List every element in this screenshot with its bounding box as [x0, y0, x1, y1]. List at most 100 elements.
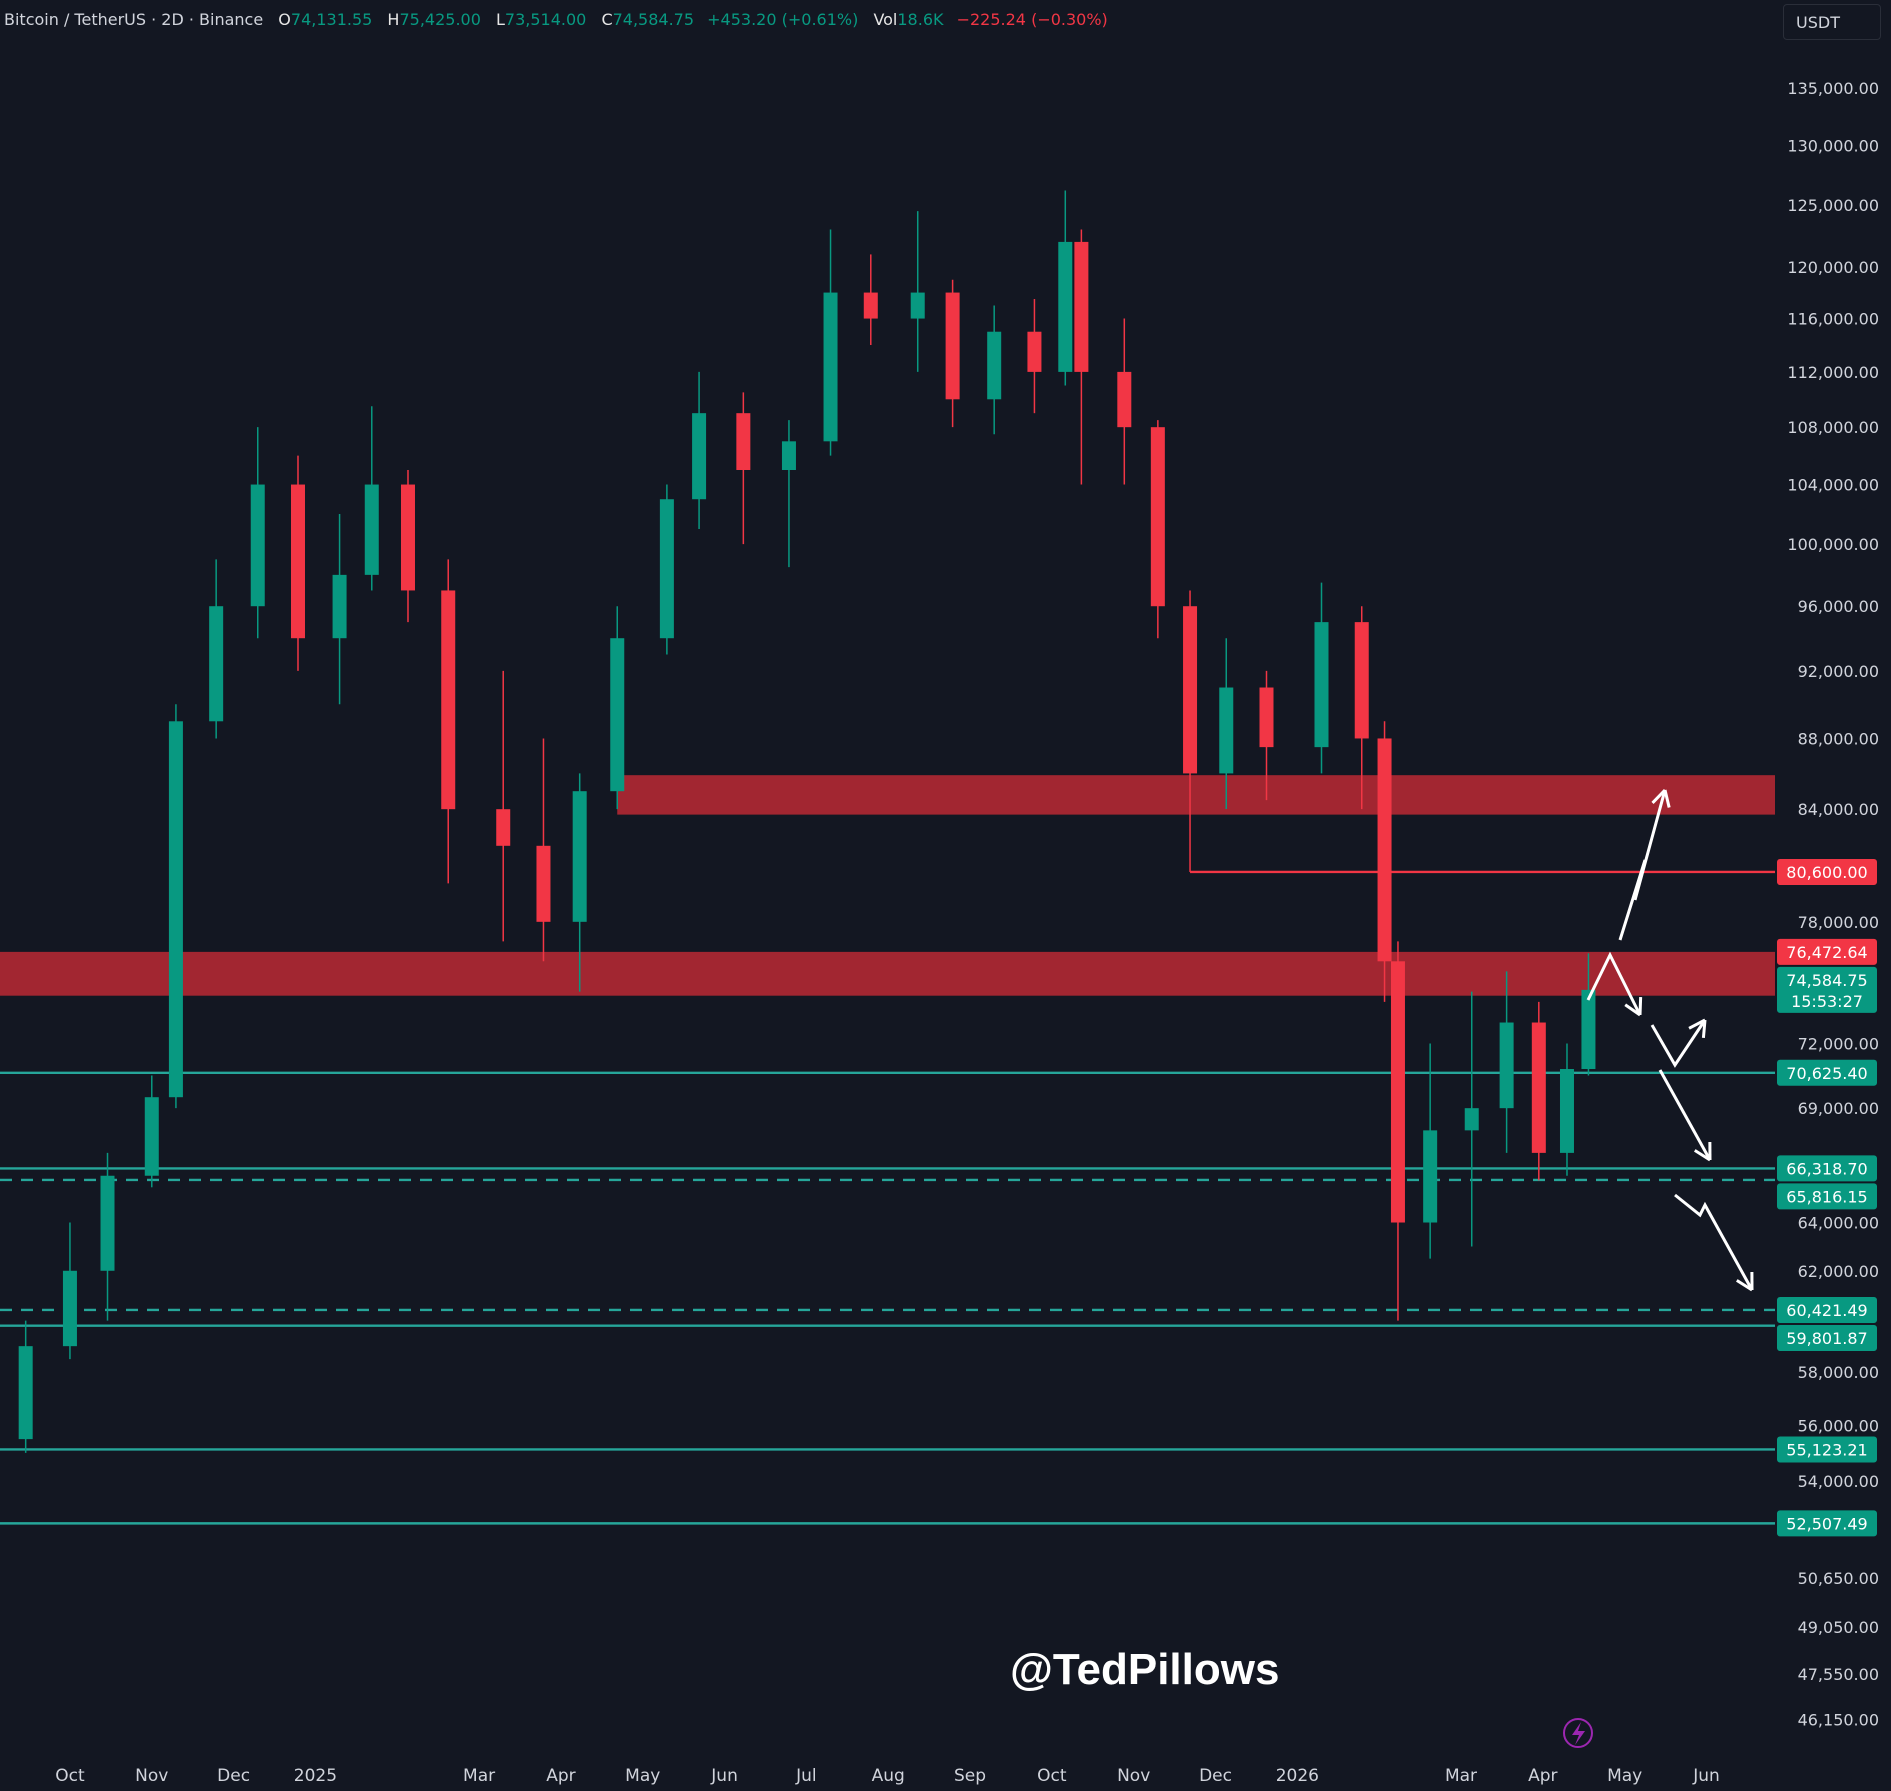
candle-body	[823, 292, 838, 442]
projection-arrow	[1658, 1069, 1712, 1161]
arrow-head	[1624, 1003, 1641, 1017]
candle-body	[736, 413, 751, 470]
candle-body	[168, 721, 183, 1098]
time-tick: Mar	[1445, 1766, 1477, 1786]
price-tick: 96,000.00	[1798, 597, 1879, 616]
price-label	[1777, 1296, 1877, 1323]
arrow-head	[1651, 788, 1667, 805]
price-tick: 78,000.00	[1798, 913, 1879, 932]
price-tick: 56,000.00	[1798, 1416, 1879, 1435]
price-label-text: 76,472.64	[1786, 943, 1867, 962]
symbol-title: Bitcoin / TetherUS · 2D · Binance	[4, 10, 264, 29]
price-label-text: 65,816.15	[1786, 1187, 1867, 1206]
change-value: +453.20 (+0.61%)	[707, 10, 859, 29]
price-label	[1777, 966, 1877, 1013]
price-tick: 46,150.00	[1798, 1711, 1879, 1730]
time-tick: Oct	[1037, 1766, 1067, 1786]
candle-body	[1027, 331, 1042, 372]
candle-body	[100, 1175, 115, 1271]
price-tick: 62,000.00	[1798, 1262, 1879, 1281]
high-label: H	[387, 10, 400, 29]
countdown: 15:53:27	[1791, 992, 1863, 1011]
price-tick: 64,000.00	[1798, 1214, 1879, 1233]
time-tick: Apr	[546, 1766, 575, 1786]
open-value: 74,131.55	[290, 10, 373, 29]
resistance-zone	[0, 951, 1775, 996]
candle-body	[1150, 427, 1165, 607]
price-tick: 92,000.00	[1798, 662, 1879, 681]
candle-body	[290, 484, 305, 639]
symbol-header: Bitcoin / TetherUS · 2D · Binance O74,13…	[4, 10, 1108, 29]
price-tick: 108,000.00	[1787, 418, 1879, 437]
time-tick: Mar	[463, 1766, 495, 1786]
price-tick: 88,000.00	[1798, 729, 1879, 748]
time-tick: Aug	[872, 1766, 905, 1786]
currency-button[interactable]: USDT	[1783, 4, 1881, 40]
projection-arrow	[1674, 1193, 1754, 1291]
time-tick: Dec	[217, 1766, 250, 1786]
price-label	[1777, 938, 1877, 965]
close-label: C	[601, 10, 613, 29]
candle-body	[209, 606, 224, 722]
price-label	[1777, 1183, 1877, 1210]
price-tick: 58,000.00	[1798, 1363, 1879, 1382]
projection-arrow	[1586, 951, 1642, 1016]
candle-body	[1259, 687, 1274, 748]
candle-body	[1219, 687, 1234, 774]
candle-body	[1531, 1022, 1546, 1153]
arrow-head	[1688, 1018, 1706, 1030]
price-label	[1777, 1155, 1877, 1182]
candle-body	[572, 791, 587, 922]
candle-body	[910, 292, 925, 319]
candle-body	[496, 809, 511, 846]
arrow-head	[1638, 996, 1643, 1016]
projection-arrow	[1650, 1019, 1707, 1068]
time-tick: Sep	[954, 1766, 986, 1786]
price-label	[1777, 1436, 1877, 1463]
candle-body	[1354, 622, 1369, 739]
candle-body	[1314, 622, 1329, 748]
open-label: O	[278, 10, 291, 29]
high-value: 75,425.00	[399, 10, 481, 29]
time-tick: Apr	[1528, 1766, 1557, 1786]
candle-body	[18, 1346, 33, 1440]
candle-body	[400, 484, 415, 591]
candle-body	[1183, 606, 1198, 774]
low-value: 73,514.00	[504, 10, 587, 29]
price-tick: 49,050.00	[1798, 1618, 1879, 1637]
price-label	[1777, 1510, 1877, 1537]
lightning-icon	[1572, 1722, 1585, 1745]
candle-body	[692, 413, 707, 500]
volume-change: −225.24 (−0.30%)	[956, 10, 1108, 29]
price-label-text: 55,123.21	[1786, 1440, 1867, 1459]
candle-body	[945, 292, 960, 400]
price-label	[1777, 1324, 1877, 1351]
candle-body	[1464, 1108, 1479, 1131]
time-tick: 2026	[1276, 1766, 1319, 1786]
price-label-text: 59,801.87	[1786, 1329, 1867, 1348]
low-label: L	[495, 10, 505, 29]
price-label-text: 52,507.49	[1786, 1514, 1867, 1533]
candle-body	[1377, 738, 1392, 962]
price-tick: 54,000.00	[1798, 1472, 1879, 1491]
candle-body	[364, 484, 379, 575]
candle-body	[987, 331, 1002, 400]
price-label-text: 60,421.49	[1786, 1301, 1867, 1320]
time-tick: Jun	[710, 1766, 738, 1786]
candle-body	[1117, 371, 1132, 428]
candle-body	[781, 441, 796, 470]
price-tick: 100,000.00	[1787, 535, 1879, 554]
price-tick: 135,000.00	[1787, 79, 1879, 98]
watermark: @TedPillows	[1010, 1645, 1280, 1694]
candle-body	[1499, 1022, 1514, 1109]
time-tick: Jun	[1692, 1766, 1720, 1786]
candle-body	[1559, 1069, 1574, 1153]
candle-body	[536, 845, 551, 922]
arrow-head	[1693, 1149, 1711, 1162]
time-tick: Nov	[135, 1766, 168, 1786]
time-tick: Jul	[795, 1766, 817, 1786]
candle-body	[610, 638, 625, 792]
lightning-icon	[1563, 1718, 1593, 1748]
arrow-head	[1736, 1279, 1753, 1292]
